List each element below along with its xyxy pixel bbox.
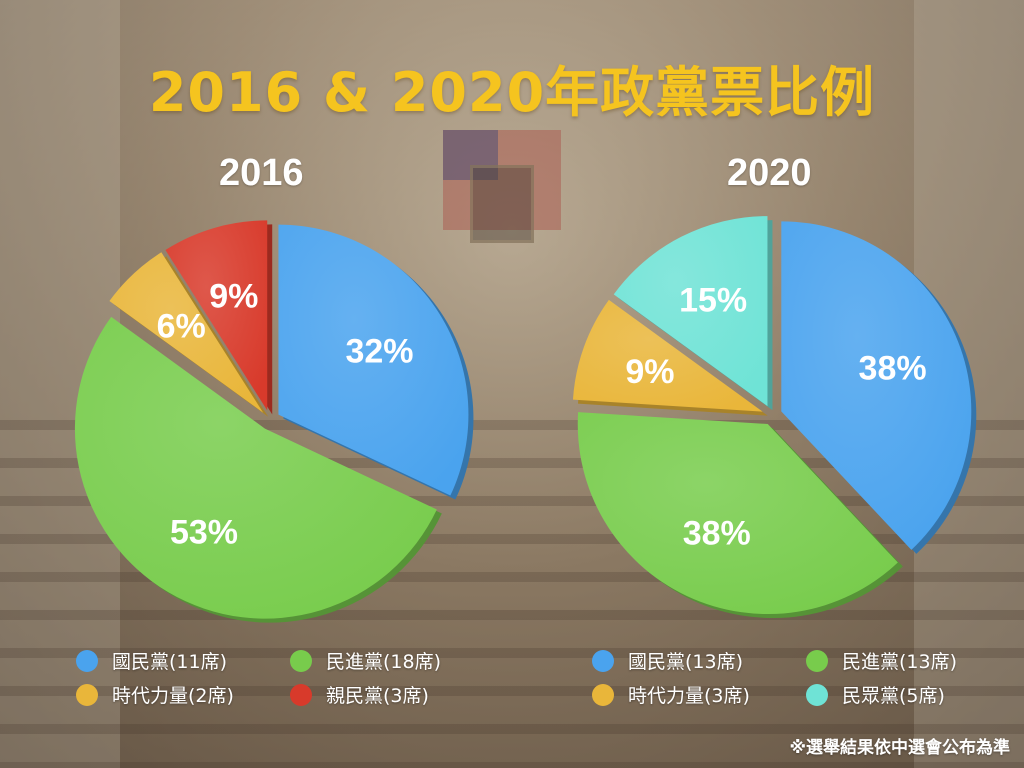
pie-slice-label: 32% [345,333,413,371]
blue-dot-icon [592,649,614,672]
pie-slice-blue [781,221,972,550]
legend-label: 國民黨(13席) [628,651,744,673]
legend-item-kmt-2020: 國民黨(13席) [592,647,743,674]
legend-label: 親民黨(3席) [326,685,429,707]
legend-item-tpp-2020: 民眾黨(5席) [806,681,945,708]
pie-slice-yellow [109,252,264,413]
pie-slice-yellow [572,299,763,412]
legend-item-dpp-2020: 民進黨(13席) [806,647,957,674]
legend-label: 民進黨(18席) [326,651,442,673]
pie-slice-label: 9% [625,353,674,391]
footnote: ※選舉結果依中選會公布為準 [789,738,1010,758]
chart-2016-title: 2016 [219,152,304,194]
legend-label: 時代力量(3席) [628,685,750,707]
legend-label: 民眾黨(5席) [842,685,945,707]
legend-item-npp-2020: 時代力量(3席) [592,681,750,708]
yellow-dot-icon [592,683,614,706]
pie-slice-green [74,316,437,619]
pie-slice-label: 53% [170,514,238,552]
red-dot-icon [290,683,312,706]
green-dot-icon [806,649,828,672]
legend-label: 國民黨(11席) [112,651,228,673]
green-dot-icon [290,649,312,672]
pie-slice-teal [613,216,768,407]
pie-slice-label: 38% [683,514,751,552]
legend-item-kmt-2016: 國民黨(11席) [76,647,227,674]
pie-slice-label: 15% [679,281,747,319]
pie-slice-green [577,412,898,615]
pie-slice-label: 9% [209,277,258,315]
legend-item-npp-2016: 時代力量(2席) [76,681,234,708]
legend-item-pfp-2016: 親民黨(3席) [290,681,429,708]
teal-dot-icon [806,683,828,706]
chart-2020-title: 2020 [727,152,812,194]
blue-dot-icon [76,649,98,672]
yellow-dot-icon [76,683,98,706]
pie-slice-label: 38% [859,349,927,387]
legend-label: 民進黨(13席) [842,651,958,673]
pie-slice-blue [278,224,469,496]
legend-label: 時代力量(2席) [112,685,234,707]
background-flag [443,130,561,230]
pie-slice-red [165,220,268,411]
background-portrait [470,165,534,243]
page-title: 2016 & 2020年政黨票比例 [148,61,876,124]
pie-slice-label: 6% [157,307,206,345]
legend-item-dpp-2016: 民進黨(18席) [290,647,441,674]
